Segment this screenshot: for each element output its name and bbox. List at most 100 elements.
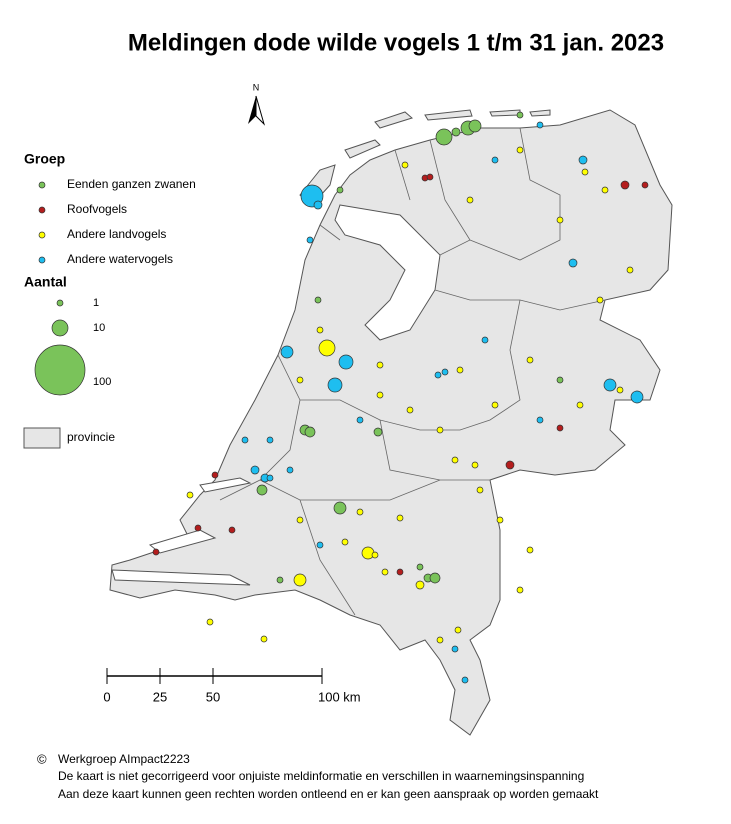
observation-dot [356,508,364,516]
observation-dot [436,426,444,434]
observation-dot [266,436,274,444]
scale-label: 25 [153,689,167,704]
scale-label: 100 km [318,689,361,704]
observation-dot [396,514,404,522]
legend-label: Andere watervogels [67,252,173,266]
observation-dot [396,568,404,576]
observation-dot [429,572,441,584]
province-label: provincie [67,430,115,444]
observation-dot [441,368,449,376]
footer-line: De kaart is niet gecorrigeerd voor onjui… [58,769,584,783]
observation-dot [313,200,323,210]
observation-dot [526,546,534,554]
legend-swatch [38,181,46,189]
observation-dot [280,345,294,359]
north-label: N [253,82,260,92]
legend-swatch [38,231,46,239]
observation-dot [526,356,534,364]
size-label: 100 [93,376,111,388]
observation-dot [316,326,324,334]
observation-dot [426,173,434,181]
province-swatch [23,427,61,449]
footer-line: Aan deze kaart kunnen geen rechten worde… [58,787,599,801]
size-label: 1 [93,297,99,309]
observation-dot [318,339,336,357]
size-swatch [34,344,86,396]
observation-dot [505,460,515,470]
observation-dot [491,401,499,409]
observation-dot [630,390,644,404]
observation-dot [336,186,344,194]
legend-label: Eenden ganzen zwanen [67,177,196,191]
observation-dot [401,161,409,169]
size-label: 10 [93,322,105,334]
observation-dot [296,516,304,524]
observation-dot [304,426,316,438]
observation-dot [356,416,364,424]
observation-dot [536,416,544,424]
observation-dot [451,127,461,137]
observation-dot [152,548,160,556]
observation-dot [620,180,630,190]
observation-dot [461,676,469,684]
scale-label: 0 [103,689,110,704]
legend-swatch [38,256,46,264]
observation-dot [616,386,624,394]
observation-dot [578,155,588,165]
observation-dot [481,336,489,344]
north-arrow: N [248,82,266,126]
observation-dot [306,236,314,244]
observation-dot [451,456,459,464]
observation-dot [556,216,564,224]
observation-dot [194,524,202,532]
observation-dot [376,391,384,399]
observation-dot [468,119,482,133]
observation-dot [276,576,284,584]
observation-dot [436,636,444,644]
legend-swatch [38,206,46,214]
observation-dot [327,377,343,393]
observation-dot [626,266,634,274]
observation-dot [471,461,479,469]
observation-dot [603,378,617,392]
size-swatch [51,319,69,337]
observation-dot [466,196,474,204]
observation-dot [556,424,564,432]
legend-label: Andere landvogels [67,227,166,241]
observation-dots [152,111,649,684]
observation-dot [256,484,268,496]
observation-dot [456,366,464,374]
observation-dot [416,563,424,571]
observation-dot [211,471,219,479]
observation-dot [314,296,322,304]
observation-dot [341,538,349,546]
observation-dot [381,568,389,576]
observation-dot [516,586,524,594]
observation-dot [415,580,425,590]
observation-dot [556,376,564,384]
legend-label: Roofvogels [67,202,127,216]
scale-bar: 0 25 50 100 km [103,668,361,704]
observation-dot [406,406,414,414]
observation-dot [266,474,274,482]
observation-dot [228,526,236,534]
netherlands-map [109,109,673,736]
observation-dot [516,146,524,154]
observation-dot [206,618,214,626]
legend-group-title: Groep [24,151,65,167]
observation-dot [536,121,544,129]
observation-dot [576,401,584,409]
observation-dot [333,501,347,515]
observation-dot [568,258,578,268]
observation-dot [581,168,589,176]
observation-dot [434,371,442,379]
observation-dot [373,427,383,437]
observation-dot [601,186,609,194]
observation-dot [496,516,504,524]
observation-dot [293,573,307,587]
footer-copyright: Werkgroep AImpact2223 [58,752,190,766]
observation-dot [596,296,604,304]
observation-dot [338,354,354,370]
observation-dot [316,541,324,549]
